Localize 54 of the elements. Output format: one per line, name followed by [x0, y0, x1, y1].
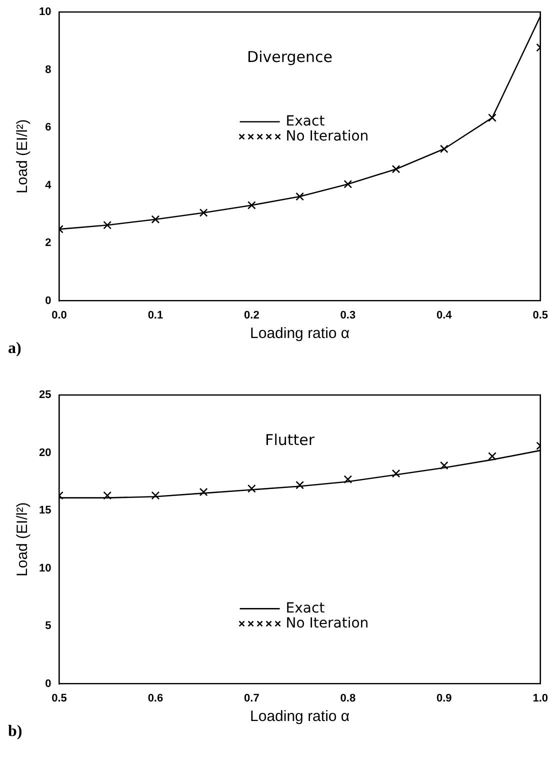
point — [151, 215, 160, 224]
legend-label: No Iteration — [286, 615, 369, 632]
point — [440, 461, 448, 470]
x-tick-label: 0.9 — [436, 692, 452, 704]
x-axis-title: Loading ratio α — [250, 325, 350, 342]
y-tick-label: 5 — [45, 620, 52, 632]
point — [440, 144, 448, 154]
x-tick-label: 0.3 — [340, 309, 356, 322]
x-tick-label: 0.6 — [148, 692, 164, 704]
y-tick-label: 0 — [45, 678, 52, 690]
y-tick-label: 10 — [38, 562, 52, 574]
x-tick-label: 0.0 — [52, 309, 67, 322]
x-tick-label: 0.5 — [52, 692, 67, 704]
x-tick-label: 0.5 — [532, 309, 548, 322]
point — [392, 469, 400, 478]
point — [488, 452, 496, 460]
point — [199, 208, 208, 217]
point — [103, 220, 112, 230]
y-tick-label: 25 — [38, 389, 52, 402]
point — [248, 484, 256, 493]
x-tick-label: 0.4 — [436, 309, 453, 322]
x-axis-title: Loading ratio α — [250, 708, 350, 726]
point — [199, 488, 208, 496]
x-tick-label: 0.8 — [340, 692, 356, 704]
x-tick-label: 0.2 — [244, 309, 260, 322]
x-tick-label: 0.7 — [244, 692, 260, 704]
text: Flutter — [265, 431, 316, 450]
point — [296, 192, 304, 201]
point — [151, 491, 160, 500]
y-tick-label: 10 — [38, 6, 52, 18]
y-tick-label: 20 — [38, 446, 52, 459]
point — [344, 180, 352, 188]
y-tick-label: 2 — [45, 237, 52, 250]
y-tick-label: 8 — [45, 64, 52, 76]
point — [344, 475, 352, 484]
y-tick-label: 6 — [45, 122, 52, 134]
legend-label: Exact — [286, 113, 326, 130]
y-axis-title: Load (EI/l²) — [14, 119, 32, 194]
x-tick-label: 1.0 — [532, 692, 548, 704]
x-tick-label: 0.1 — [148, 309, 164, 322]
point — [392, 164, 400, 174]
point — [248, 201, 256, 210]
legend-label: Exact — [286, 600, 326, 616]
point — [488, 114, 496, 122]
point — [103, 491, 112, 500]
y-tick-label: 15 — [38, 504, 52, 517]
y-tick-label: 4 — [45, 179, 52, 192]
text: a) — [8, 340, 22, 358]
text: b) — [8, 723, 22, 741]
point — [296, 480, 304, 490]
legend-label: No Iteration — [286, 128, 369, 144]
y-axis-title: Load (EI/l²) — [14, 502, 32, 576]
y-tick-label: 0 — [45, 294, 52, 307]
text: Divergence — [247, 48, 333, 66]
